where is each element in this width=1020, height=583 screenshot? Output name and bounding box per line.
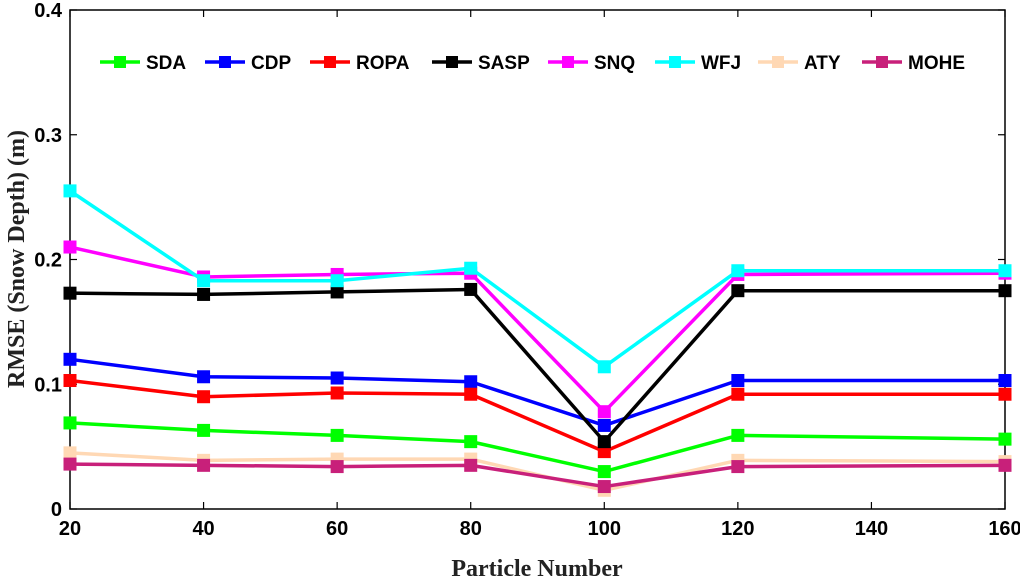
data-point-mohe <box>597 480 611 494</box>
data-point-mohe <box>998 458 1012 472</box>
data-point-cdp <box>998 374 1012 388</box>
data-point-cdp <box>731 374 745 388</box>
legend-marker-mohe <box>876 56 888 68</box>
data-point-ropa <box>197 390 211 404</box>
data-point-wfj <box>597 360 611 374</box>
series-line-cdp <box>69 357 1005 428</box>
x-tick-label: 160 <box>988 518 1020 540</box>
data-point-mohe <box>330 460 344 474</box>
series-line-aty <box>69 451 1006 493</box>
legend-marker-sda <box>114 56 126 68</box>
data-point-cdp <box>330 371 344 385</box>
legend-marker-wfj <box>669 56 681 68</box>
data-point-mohe <box>63 457 77 471</box>
y-tick-label: 0 <box>51 499 62 521</box>
x-tick-label: 120 <box>721 518 754 540</box>
x-tick-label: 140 <box>855 518 888 540</box>
data-point-sasp <box>998 284 1012 298</box>
legend-marker-cdp <box>219 56 231 68</box>
series-line-mohe <box>69 462 1006 489</box>
data-point-sasp <box>63 286 77 300</box>
y-axis-title: RMSE (Snow Depth) (m) <box>4 130 30 388</box>
data-point-snq <box>63 240 77 254</box>
data-point-snq <box>597 405 611 419</box>
data-point-sda <box>597 465 611 479</box>
data-point-sda <box>330 428 344 442</box>
x-axis-title: Particle Number <box>451 556 623 578</box>
legend-label-snq: SNQ <box>594 53 635 74</box>
data-point-sda <box>998 432 1012 446</box>
data-point-sasp <box>464 282 478 296</box>
data-point-sasp <box>330 285 344 299</box>
plot-area: 20 40 60 80 100 120 140 160 0 0.1 0.2 0.3 0.4 SDA CDP R… <box>34 0 1020 540</box>
data-point-cdp <box>197 370 211 384</box>
legend-label-aty: ATY <box>804 53 841 74</box>
series-line-ropa <box>69 378 1005 454</box>
data-point-sda <box>197 423 211 437</box>
data-point-cdp <box>464 375 478 389</box>
data-point-cdp <box>597 418 611 432</box>
data-point-ropa <box>998 387 1012 401</box>
data-point-sda <box>731 428 745 442</box>
data-point-sda <box>464 435 478 449</box>
legend-label-sasp: SASP <box>478 53 530 74</box>
data-point-wfj <box>464 261 478 275</box>
axes-frame <box>69 9 1006 510</box>
data-point-aty <box>63 446 77 460</box>
data-point-wfj <box>197 274 211 288</box>
legend-label-wfj: WFJ <box>701 53 741 74</box>
data-point-mohe <box>464 458 478 472</box>
x-tick-label: 40 <box>192 518 214 540</box>
data-point-wfj <box>731 264 745 278</box>
data-point-wfj <box>998 264 1012 278</box>
data-point-wfj <box>63 184 77 198</box>
data-point-sasp <box>197 287 211 301</box>
data-point-sda <box>63 416 77 430</box>
data-point-ropa <box>464 387 478 401</box>
legend-marker-ropa <box>324 56 336 68</box>
data-point-mohe <box>731 460 745 474</box>
legend-marker-snq <box>562 56 574 68</box>
legend-label-sda: SDA <box>146 53 186 74</box>
data-point-sasp <box>597 435 611 449</box>
x-tick-label: 20 <box>59 518 81 540</box>
legend-marker-sasp <box>446 56 458 68</box>
data-point-ropa <box>731 387 745 401</box>
y-tick-label: 0.3 <box>34 125 62 147</box>
y-tick-label: 0.4 <box>34 0 63 22</box>
legend-label-ropa: ROPA <box>356 53 410 74</box>
x-tick-label: 100 <box>588 518 621 540</box>
x-tick-label: 60 <box>326 518 348 540</box>
legend-label-mohe: MOHE <box>908 53 965 74</box>
data-point-cdp <box>63 352 77 366</box>
data-point-mohe <box>197 458 211 472</box>
data-point-ropa <box>330 386 344 400</box>
legend-label-cdp: CDP <box>251 53 291 74</box>
x-tick-label: 80 <box>460 518 482 540</box>
y-tick-label: 0.2 <box>34 250 62 272</box>
data-point-wfj <box>330 274 344 288</box>
y-tick-label: 0.1 <box>34 374 62 396</box>
data-point-sasp <box>731 284 745 298</box>
data-point-ropa <box>63 374 77 388</box>
legend-marker-aty <box>772 56 784 68</box>
series-line-sasp <box>69 287 1005 444</box>
